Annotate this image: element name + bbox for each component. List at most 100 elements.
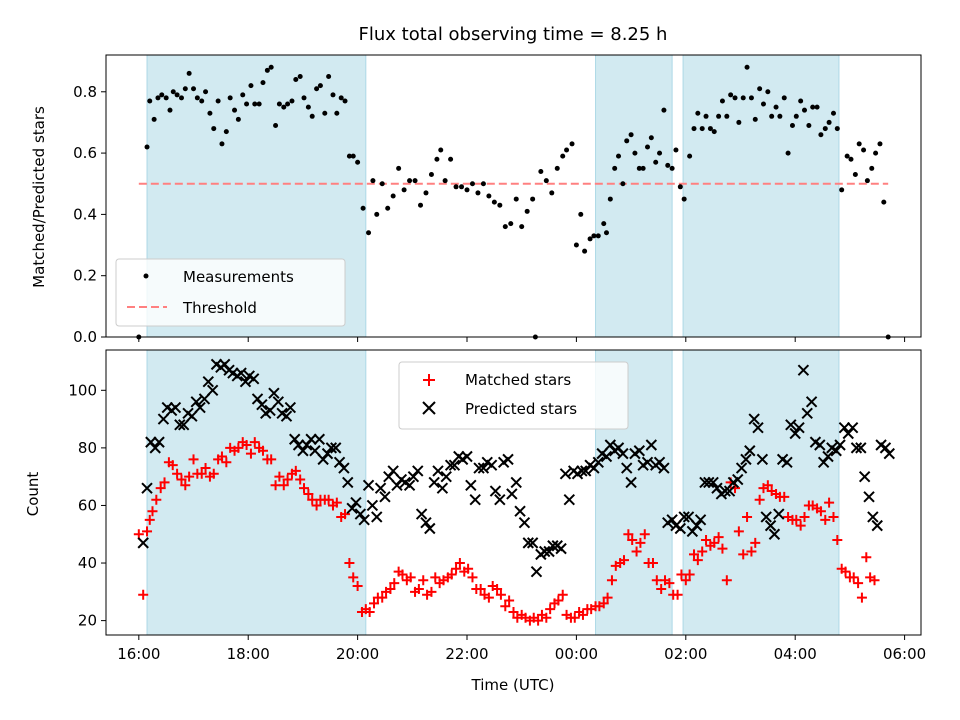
measurement-point (379, 181, 385, 187)
predicted-point (280, 410, 293, 422)
measurement-point (806, 123, 812, 128)
matched-point (733, 526, 744, 537)
predicted-point (518, 517, 531, 529)
matched-point (364, 606, 375, 617)
matched-point (483, 592, 494, 603)
predicted-point (514, 505, 526, 517)
predicted-point (530, 565, 543, 578)
matched-point (249, 437, 260, 448)
predicted-point (403, 479, 416, 492)
measurement-point (248, 83, 254, 89)
shaded-interval (682, 54, 840, 338)
measurement-point (736, 119, 742, 125)
matched-point (221, 457, 232, 468)
measurement-point (147, 98, 153, 104)
predicted-point (313, 433, 326, 445)
predicted-point (522, 537, 534, 549)
predicted-point (719, 485, 731, 497)
matched-point (541, 612, 552, 623)
measurement-point (524, 208, 530, 214)
predicted-point (469, 493, 481, 506)
x-tick-label: 22:00 (445, 645, 488, 663)
measurement-point (342, 98, 348, 104)
measurement-point (508, 221, 514, 227)
predicted-point (858, 470, 871, 483)
measurement-point (554, 165, 560, 171)
matched-point (623, 529, 634, 540)
measurement-point (814, 104, 820, 110)
measurement-point (338, 95, 344, 101)
predicted-point (830, 445, 842, 457)
matched-point (672, 589, 683, 600)
matched-point (138, 589, 149, 600)
matched-point (208, 468, 219, 479)
measurement-point (350, 153, 356, 159)
measurement-point (151, 116, 157, 122)
matched-point (176, 474, 187, 485)
legend-matched-label: Matched stars (465, 371, 571, 389)
measurement-point (374, 211, 380, 217)
predicted-point (415, 508, 428, 520)
measurement-point (752, 116, 758, 122)
predicted-point (436, 482, 449, 494)
matched-point (754, 494, 765, 505)
legend-threshold-label: Threshold (182, 299, 257, 317)
predicted-point (855, 442, 867, 454)
predicted-point (309, 445, 321, 457)
predicted-point (186, 410, 198, 422)
measurement-point (624, 138, 630, 144)
matched-point (144, 514, 155, 525)
measurement-point (309, 113, 315, 119)
matched-point (742, 511, 753, 522)
matched-point (709, 537, 720, 548)
measurement-points (136, 64, 891, 340)
measurement-point (543, 178, 549, 184)
predicted-point (621, 462, 633, 474)
matched-point (454, 558, 465, 569)
matched-point (631, 546, 642, 557)
bottom-y-tick-label: 80 (78, 439, 97, 457)
measurement-point (748, 95, 754, 101)
measurement-point (235, 116, 241, 122)
predicted-point (752, 422, 764, 434)
measurement-point (438, 147, 444, 153)
measurement-point (412, 178, 418, 184)
predicted-point (420, 517, 432, 529)
predicted-point (744, 445, 756, 457)
matched-point (495, 589, 506, 600)
bottom-y-axis-label: Count (24, 472, 42, 517)
matched-point (426, 586, 437, 597)
predicted-point (247, 373, 260, 385)
predicted-point (362, 479, 375, 492)
matched-point (323, 494, 334, 505)
matched-point (713, 532, 724, 543)
measurement-point (648, 135, 654, 141)
x-tick-label: 06:00 (883, 645, 926, 663)
measurement-point (777, 113, 783, 119)
matched-point (598, 598, 609, 609)
matched-point (167, 460, 178, 471)
matched-point (639, 529, 650, 540)
measurement-point (826, 119, 832, 125)
matched-point (508, 606, 519, 617)
measurement-point (719, 98, 725, 104)
bottom-legend: Matched stars Predicted stars (398, 361, 629, 430)
measurement-point (569, 141, 575, 147)
matched-point (795, 520, 806, 531)
measurement-point (223, 129, 229, 135)
legend-matched-marker (423, 374, 435, 386)
predicted-point (448, 459, 461, 471)
predicted-point (510, 476, 522, 489)
matched-point (680, 575, 691, 586)
predicted-point (723, 485, 736, 497)
predicted-point (526, 537, 539, 549)
measurement-point (822, 126, 828, 132)
measurement-point (587, 236, 593, 242)
matched-point (303, 488, 314, 499)
measurement-point (170, 89, 176, 95)
predicted-point (871, 519, 883, 532)
matched-point (290, 465, 301, 476)
measurement-point (573, 242, 579, 248)
predicted-point (773, 508, 785, 520)
x-tick-label: 20:00 (336, 645, 379, 663)
